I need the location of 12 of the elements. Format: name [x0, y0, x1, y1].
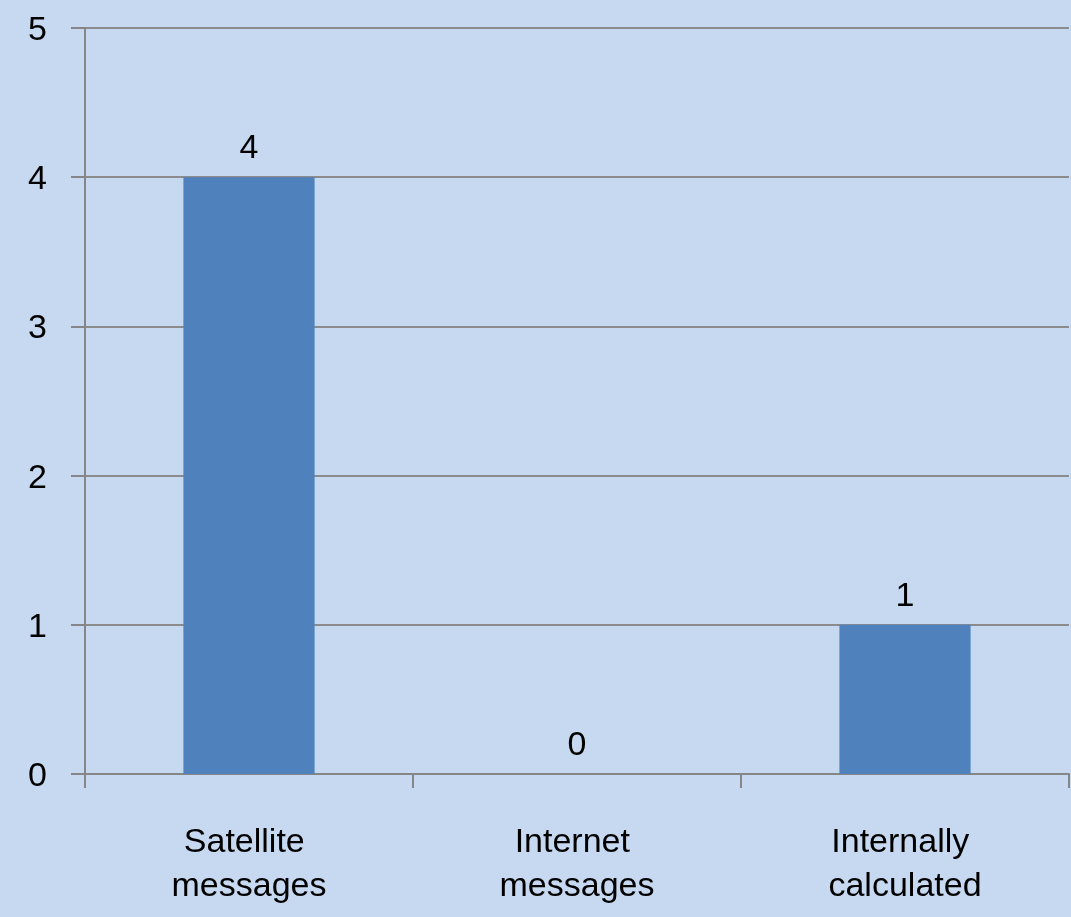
y-tick-label: 3	[28, 307, 47, 346]
y-tick-label: 5	[28, 9, 47, 47]
data-label: 0	[567, 724, 587, 762]
y-tick-label: 1	[28, 605, 47, 644]
data-label: 1	[895, 574, 915, 613]
data-label: 4	[239, 127, 259, 166]
x-tick-label: Satellite messages	[171, 821, 327, 903]
x-tick-label: Internet messages	[499, 821, 655, 903]
y-tick-label: 2	[28, 456, 47, 495]
x-tick-label: Internally calculated	[828, 821, 982, 903]
y-tick-label: 4	[28, 158, 47, 197]
y-tick-label: 0	[28, 755, 47, 793]
